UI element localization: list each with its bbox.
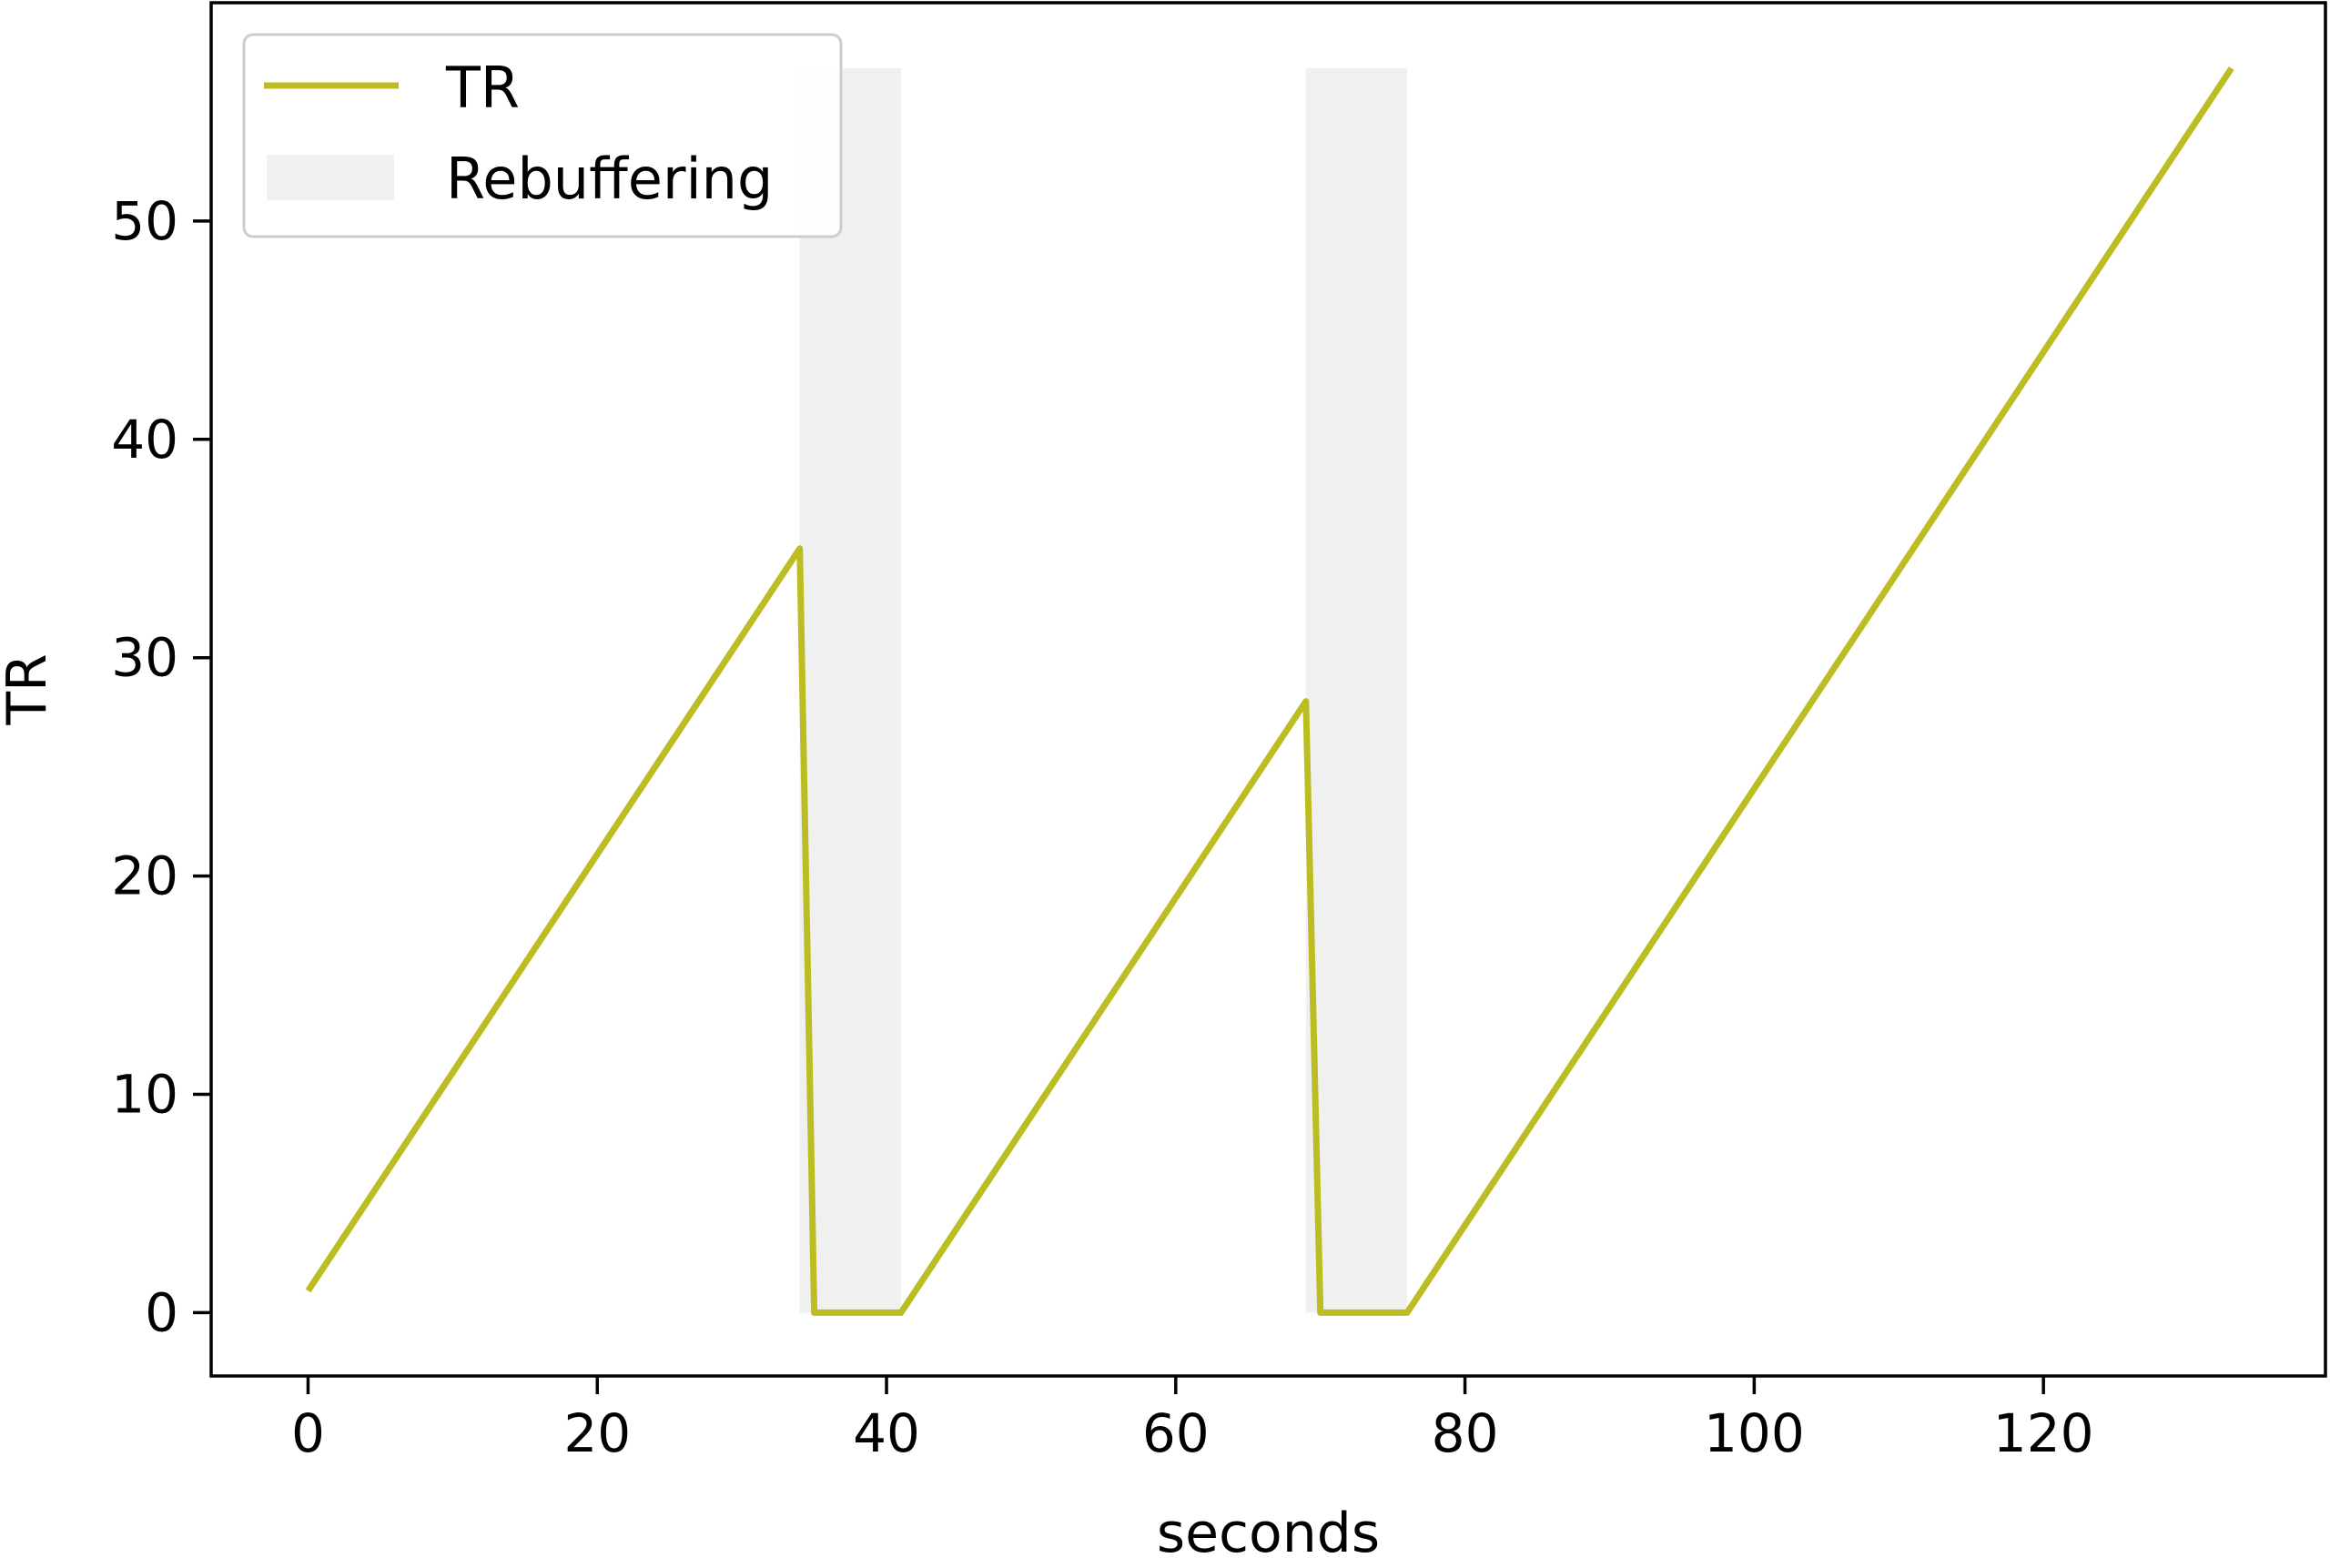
y-axis-title: TR: [0, 653, 59, 725]
y-tick-label: 30: [111, 627, 178, 689]
x-tick-label: 40: [853, 1402, 920, 1464]
series-layer: [305, 66, 2234, 1316]
y-axis: 0 10 20 30 40 50: [111, 190, 211, 1343]
x-tick-label: 100: [1704, 1402, 1805, 1464]
rebuffering-region-1: [799, 67, 901, 1313]
y-tick-label: 0: [145, 1281, 178, 1343]
y-tick-label: 10: [111, 1064, 178, 1126]
plot-frame: [209, 1, 2327, 1378]
x-tick-label: 80: [1432, 1402, 1499, 1464]
x-axis: 0 20 40 60 80 100 120: [291, 1376, 2094, 1464]
y-tick-label: 20: [111, 845, 178, 907]
y-tick-label: 40: [111, 409, 178, 470]
rebuffering-regions: [799, 67, 1408, 1313]
x-axis-title: seconds: [1157, 1502, 1380, 1565]
x-tick-label: 120: [1993, 1402, 2094, 1464]
series-line-tr: [305, 66, 2234, 1316]
x-tick-label: 0: [291, 1402, 325, 1464]
legend-swatch-rebuffering: [267, 155, 394, 200]
legend-label-tr: TR: [445, 55, 520, 121]
rebuffering-region-2: [1305, 67, 1408, 1313]
x-tick-label: 20: [563, 1402, 631, 1464]
legend: TR Rebuffering: [242, 33, 843, 238]
legend-label-rebuffering: Rebuffering: [446, 146, 773, 212]
x-tick-label: 60: [1142, 1402, 1210, 1464]
y-tick-label: 50: [111, 190, 178, 252]
